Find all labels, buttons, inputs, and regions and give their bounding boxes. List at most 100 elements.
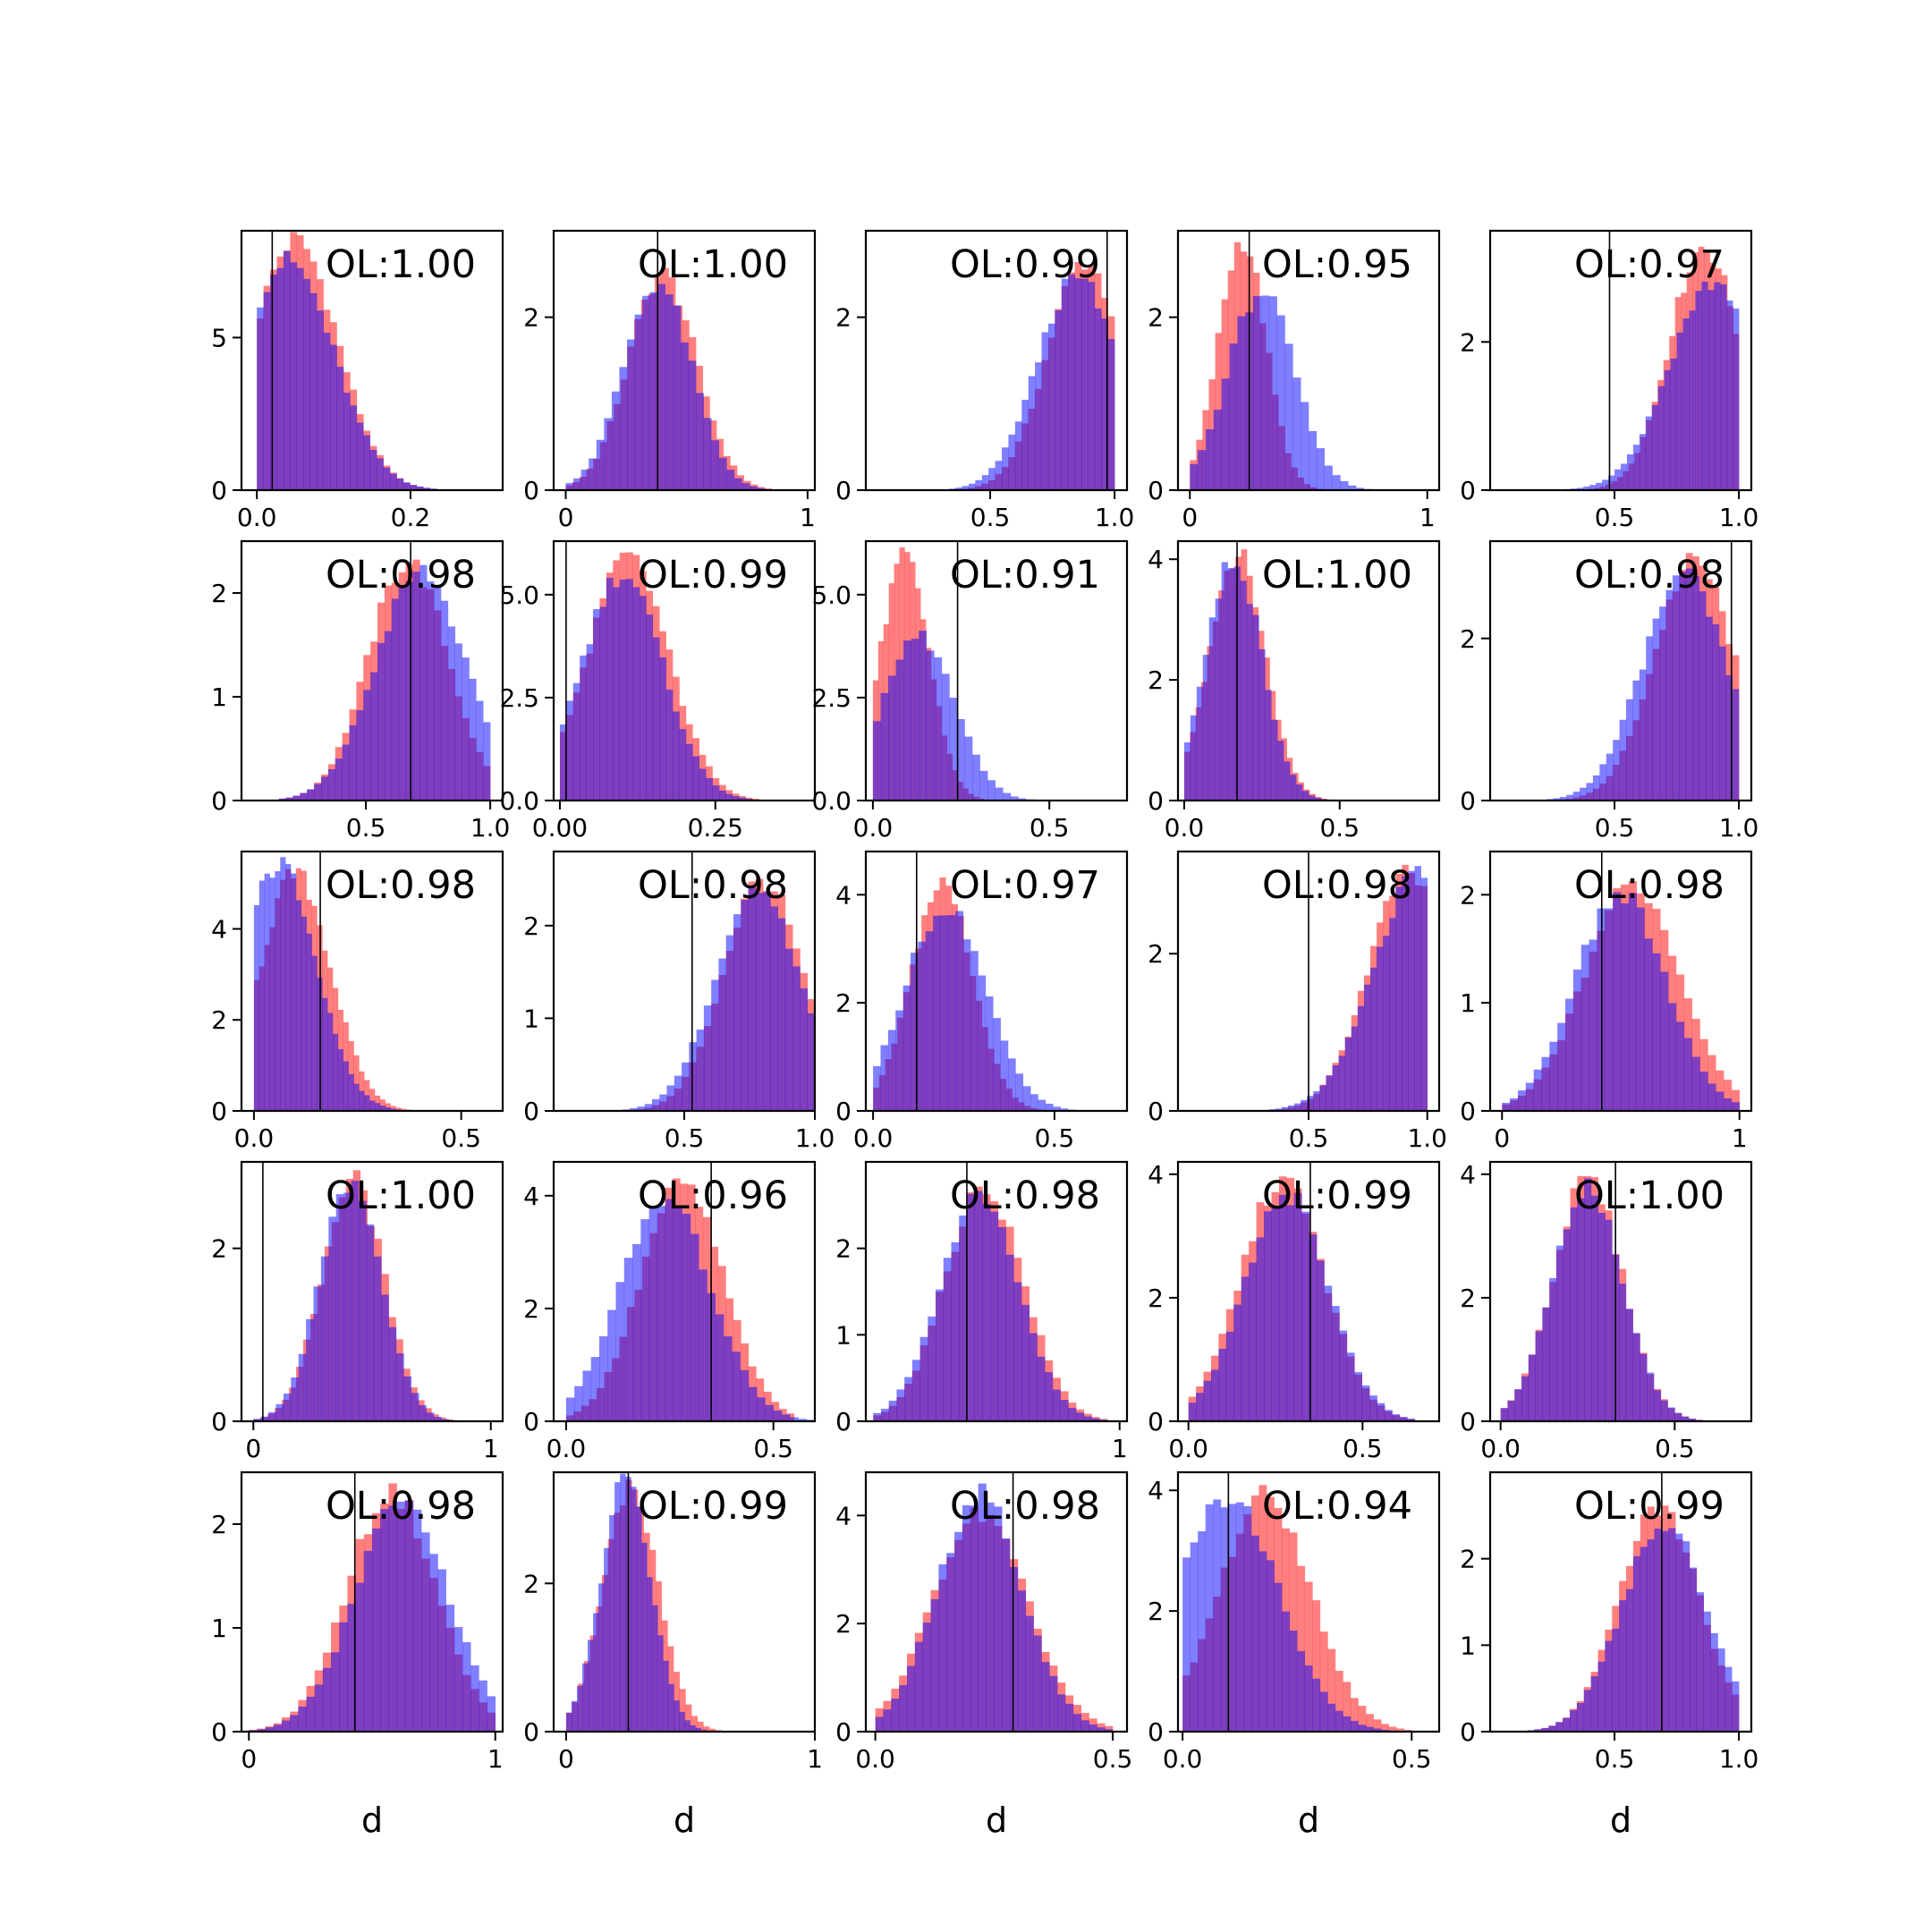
y-tick-label: 2 — [835, 303, 852, 333]
hist-bar-blue — [1674, 1412, 1682, 1421]
hist-bar-blue — [385, 1107, 391, 1111]
hist-bar-blue — [264, 873, 270, 1111]
hist-bar-blue — [1528, 1354, 1536, 1421]
hist-bar-blue — [390, 1108, 396, 1111]
hist-bar-blue — [903, 640, 911, 801]
hist-bar-blue — [275, 871, 281, 1111]
hist-bar-blue — [873, 1066, 881, 1111]
hist-bar-blue — [1389, 918, 1396, 1111]
hist-bar-blue — [914, 1641, 924, 1732]
hist-bar-blue — [750, 486, 758, 490]
panel-8: 0.0 0.5 0.0 2.5 5.0 OL:0.91 — [811, 539, 1129, 843]
hist-bar-red — [697, 1721, 704, 1732]
hist-bar-blue — [377, 642, 386, 801]
hist-bar-blue — [970, 1505, 979, 1732]
x-axis-label: d — [674, 1801, 695, 1840]
hist-bar-blue — [1717, 1648, 1725, 1732]
panel-11: 0.0 0.5 0 2 4 OL:0.98 — [211, 850, 504, 1153]
x-tick-label: 1.0 — [1407, 1123, 1447, 1153]
x-tick-label: 0 — [1182, 503, 1198, 532]
hist-bar-blue — [1670, 358, 1677, 490]
hist-bar-blue — [1366, 1726, 1374, 1732]
hist-bar-blue — [1553, 798, 1561, 801]
y-tick-label: 0 — [1148, 1097, 1164, 1126]
hist-bar-blue — [1613, 892, 1622, 1111]
hist-bar-blue — [993, 1018, 1001, 1111]
hist-bar-blue — [962, 1504, 971, 1732]
hist-bar-blue — [1714, 282, 1721, 490]
hist-bar-blue — [673, 305, 682, 490]
panel-19: 0.0 0.5 0 2 4 OL:0.99 — [1148, 1160, 1441, 1463]
panel-3: 0.5 1.0 0 2 OL:0.99 — [835, 229, 1134, 532]
hist-bar-blue — [314, 784, 322, 801]
hist-bar-blue — [303, 278, 311, 490]
hist-bar-blue — [1597, 1212, 1606, 1421]
hist-bar-blue — [1707, 1083, 1716, 1111]
hist-bar-blue — [1660, 1400, 1668, 1421]
hist-bar-blue — [269, 877, 275, 1111]
hist-bar-blue — [706, 777, 713, 801]
hist-bar-blue — [390, 473, 397, 490]
hist-bar-blue — [979, 770, 988, 801]
hist-bar-blue — [1068, 1408, 1077, 1421]
hist-bar-blue — [462, 657, 470, 801]
hist-bar-blue — [1654, 1528, 1662, 1732]
hist-blue — [872, 631, 1064, 801]
y-tick-label: 1 — [523, 1004, 539, 1033]
x-tick-label: 0.5 — [1289, 1123, 1329, 1153]
hist-bar-blue — [741, 483, 750, 490]
hist-bar-blue — [1190, 1542, 1199, 1732]
hist-bar-blue — [1632, 1333, 1640, 1421]
panel-4: 0 1 0 2 OL:0.95 — [1148, 229, 1441, 532]
overlap-label: OL:0.97 — [950, 863, 1100, 908]
hist-bar-blue — [283, 1394, 292, 1421]
y-tick-label: 2 — [1460, 624, 1476, 654]
hist-bar-blue — [1286, 1205, 1295, 1421]
hist-bar-blue — [1657, 386, 1665, 490]
hist-bar-blue — [1010, 796, 1019, 801]
axes-frame — [1488, 229, 1753, 492]
y-tick-label: 2 — [211, 579, 227, 608]
hist-bar-blue — [733, 914, 741, 1111]
hist-bar-blue — [593, 1613, 599, 1732]
hist-bar-red — [1297, 1565, 1306, 1732]
hist-bar-blue — [405, 581, 413, 801]
x-tick-label: 1 — [483, 1434, 499, 1463]
hist-bar-blue — [1196, 1393, 1204, 1421]
hist-bar-blue — [1580, 787, 1587, 801]
hist-bar-blue — [381, 1294, 389, 1421]
hist-bar-blue — [328, 1216, 337, 1421]
hist-bar-blue — [1682, 318, 1690, 490]
y-tick-label: 2 — [835, 1234, 852, 1264]
hist-bar-blue — [1563, 1717, 1571, 1732]
hist-bar-blue — [388, 1505, 397, 1732]
overlap-label: OL:1.00 — [638, 242, 788, 287]
hist-bar-blue — [703, 418, 712, 490]
hist-bar-blue — [1240, 580, 1247, 801]
hist-bar-blue — [733, 478, 742, 490]
hist-bar-blue — [1268, 296, 1277, 490]
x-tick-label: 0.5 — [441, 1123, 481, 1153]
y-tick-label: 2 — [1460, 1284, 1476, 1313]
hist-bar-blue — [373, 1256, 382, 1421]
hist-bar-blue — [1227, 568, 1234, 801]
hist-bar-blue — [423, 487, 430, 490]
hist-bar-blue — [263, 292, 271, 490]
hist-bar-blue — [632, 1243, 641, 1421]
hist-bar-blue — [327, 769, 336, 801]
hist-bar-blue — [781, 1414, 791, 1421]
hist-bar-blue — [748, 1386, 758, 1421]
axes-frame — [1176, 539, 1441, 802]
hist-bar-blue — [1732, 1681, 1740, 1732]
hist-bar-blue — [1606, 753, 1614, 801]
axes-frame — [1176, 229, 1441, 492]
panel-10: 0.5 1.0 0 2 OL:0.98 — [1460, 539, 1758, 843]
hist-bar-blue — [322, 997, 328, 1111]
plot-area — [1182, 1472, 1412, 1732]
hist-bar-blue — [1614, 469, 1622, 490]
hist-bar-blue — [1565, 998, 1574, 1111]
hist-bar-blue — [685, 743, 693, 801]
hist-bar-blue — [946, 1553, 955, 1732]
hist-bar-blue — [726, 470, 735, 490]
hist-bar-blue — [1015, 1073, 1024, 1111]
